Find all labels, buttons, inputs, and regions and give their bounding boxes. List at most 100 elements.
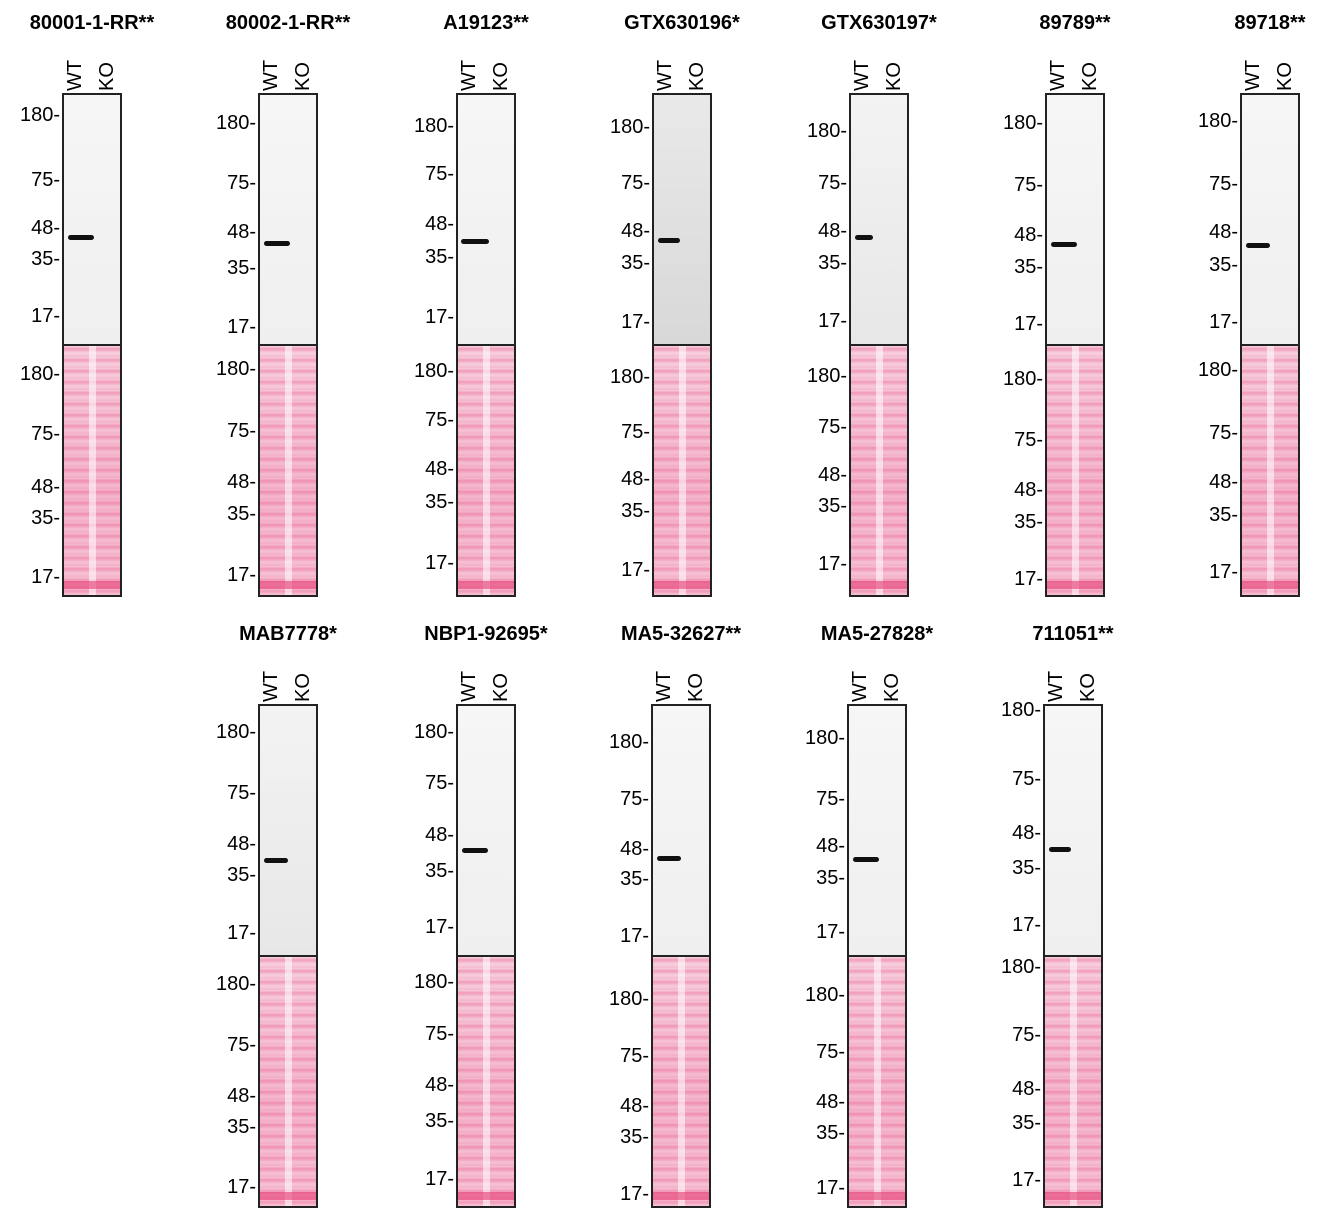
dye-front — [64, 581, 120, 589]
marker-label: 180- — [215, 358, 256, 380]
lane-label-wt: WT — [260, 670, 282, 702]
lane-label-wt: WT — [64, 59, 86, 91]
ponceau-stain-image — [651, 955, 711, 1208]
lane-separator — [678, 957, 685, 1206]
marker-label: 17- — [818, 310, 847, 332]
lane-label-wt: WT — [260, 59, 282, 91]
ponceau-stain-image — [456, 955, 516, 1208]
marker-label: 75- — [227, 420, 256, 442]
marker-label: 17- — [425, 306, 454, 328]
marker-label: 35- — [1014, 256, 1043, 278]
antibody-title: 80002-1-RR** — [225, 12, 351, 34]
dye-front — [458, 581, 514, 589]
wt-band — [1049, 847, 1071, 852]
marker-label: 17- — [621, 311, 650, 333]
lane-separator — [1072, 346, 1079, 595]
marker-label: 48- — [227, 1085, 256, 1107]
marker-label: 17- — [1014, 568, 1043, 590]
marker-label: 35- — [425, 1110, 454, 1132]
marker-label: 180- — [804, 984, 845, 1006]
lane-separator — [483, 957, 490, 1206]
dye-front — [1047, 581, 1103, 589]
marker-label: 48- — [227, 471, 256, 493]
western-blot-image — [849, 93, 909, 346]
marker-label: 48- — [621, 220, 650, 242]
dye-front — [260, 581, 316, 589]
marker-label: 17- — [620, 925, 649, 947]
marker-label: 180- — [413, 971, 454, 993]
marker-label: 48- — [425, 824, 454, 846]
ponceau-stain-image — [1240, 344, 1300, 597]
marker-label: 35- — [621, 252, 650, 274]
marker-label: 35- — [1012, 1112, 1041, 1134]
marker-label: 75- — [1209, 173, 1238, 195]
lane-label-wt: WT — [1045, 670, 1067, 702]
wt-band — [855, 235, 873, 240]
marker-label: 35- — [227, 503, 256, 525]
marker-label: 35- — [227, 864, 256, 886]
marker-label: 35- — [620, 868, 649, 890]
marker-label: 48- — [1014, 479, 1043, 501]
lane-label-ko: KO — [1274, 62, 1296, 91]
western-blot-image — [258, 704, 318, 957]
ponceau-stain-image — [258, 344, 318, 597]
lane-label-wt: WT — [653, 670, 675, 702]
marker-label: 35- — [1209, 504, 1238, 526]
marker-label: 180- — [1000, 956, 1041, 978]
antibody-title: MA5-27828* — [820, 623, 934, 645]
marker-label: 75- — [31, 423, 60, 445]
marker-label: 180- — [1197, 359, 1238, 381]
ponceau-stain-image — [456, 344, 516, 597]
antibody-title: 80001-1-RR** — [29, 12, 155, 34]
lane-label-wt: WT — [654, 59, 676, 91]
marker-label: 17- — [1012, 1169, 1041, 1191]
lane-separator — [874, 957, 881, 1206]
marker-label: 35- — [425, 491, 454, 513]
lane-separator — [285, 346, 292, 595]
marker-label: 35- — [816, 1122, 845, 1144]
marker-label: 17- — [425, 1168, 454, 1190]
antibody-title: GTX630197* — [821, 12, 937, 34]
marker-label: 75- — [1014, 174, 1043, 196]
lane-separator — [1267, 346, 1274, 595]
marker-label: 35- — [31, 248, 60, 270]
marker-label: 35- — [818, 252, 847, 274]
western-blot-image — [847, 704, 907, 957]
marker-label: 75- — [621, 421, 650, 443]
marker-label: 17- — [31, 305, 60, 327]
lane-label-ko: KO — [292, 673, 314, 702]
marker-label: 180- — [1002, 112, 1043, 134]
lane-label-wt: WT — [849, 670, 871, 702]
marker-label: 17- — [425, 552, 454, 574]
marker-label: 17- — [227, 316, 256, 338]
marker-label: 35- — [31, 507, 60, 529]
marker-label: 48- — [31, 217, 60, 239]
western-blot-image — [652, 93, 712, 346]
marker-label: 48- — [227, 833, 256, 855]
marker-label: 48- — [621, 468, 650, 490]
dye-front — [653, 1192, 709, 1200]
marker-label: 35- — [1012, 857, 1041, 879]
marker-label: 17- — [227, 922, 256, 944]
marker-label: 75- — [227, 172, 256, 194]
marker-label: 35- — [621, 500, 650, 522]
wt-band — [462, 848, 488, 853]
marker-label: 75- — [818, 172, 847, 194]
wt-band — [264, 241, 290, 246]
dye-front — [458, 1192, 514, 1200]
marker-label: 180- — [215, 973, 256, 995]
marker-label: 48- — [816, 1091, 845, 1113]
marker-label: 17- — [816, 1177, 845, 1199]
antibody-title: GTX630196* — [624, 12, 740, 34]
marker-label: 75- — [425, 163, 454, 185]
western-blot-image — [258, 93, 318, 346]
marker-label: 48- — [425, 458, 454, 480]
antibody-title: A19123** — [443, 12, 529, 34]
lane-label-ko: KO — [490, 673, 512, 702]
marker-label: 17- — [1014, 313, 1043, 335]
lane-separator — [1070, 957, 1077, 1206]
marker-label: 48- — [1014, 224, 1043, 246]
marker-label: 75- — [31, 169, 60, 191]
marker-label: 17- — [818, 553, 847, 575]
lane-separator — [679, 346, 686, 595]
